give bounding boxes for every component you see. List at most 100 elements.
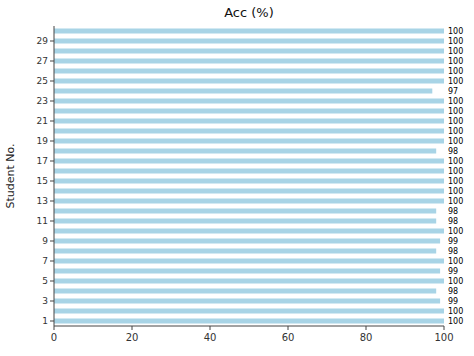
y-tick-label: 11: [37, 216, 48, 226]
y-tick-label: 17: [37, 156, 48, 166]
x-tick-label: 60: [282, 332, 295, 343]
bar: [54, 139, 444, 144]
y-tick-label: 7: [42, 256, 48, 266]
x-tick: [288, 326, 289, 330]
y-tick-label: 1: [42, 316, 48, 326]
y-tick: [50, 121, 54, 122]
data-label: 100: [448, 77, 463, 86]
bar: [54, 79, 444, 84]
data-label: 99: [448, 237, 458, 246]
data-label: 100: [448, 47, 463, 56]
y-axis-label: Student No.: [4, 143, 17, 208]
bar: [54, 319, 444, 324]
y-tick: [50, 301, 54, 302]
y-tick-label: 15: [37, 176, 48, 186]
data-label: 100: [448, 167, 463, 176]
y-tick: [50, 81, 54, 82]
chart-container: 0204060801001357911131517192123252729100…: [0, 0, 474, 356]
bar: [54, 59, 444, 64]
data-label: 100: [448, 117, 463, 126]
y-tick: [50, 181, 54, 182]
data-label: 98: [448, 147, 458, 156]
bar: [54, 189, 444, 194]
data-label: 99: [448, 267, 458, 276]
bar: [54, 199, 444, 204]
data-label: 100: [448, 187, 463, 196]
y-tick: [50, 61, 54, 62]
data-label: 100: [448, 137, 463, 146]
y-tick-label: 21: [37, 116, 48, 126]
y-tick: [50, 221, 54, 222]
y-tick-label: 13: [37, 196, 48, 206]
y-tick-label: 25: [37, 76, 48, 86]
x-tick: [132, 326, 133, 330]
bar: [54, 69, 444, 74]
bar: [54, 279, 444, 284]
bar: [54, 169, 444, 174]
y-tick: [50, 101, 54, 102]
x-axis-line: [54, 326, 444, 327]
bar: [54, 179, 444, 184]
y-tick-label: 9: [42, 236, 48, 246]
x-tick: [210, 326, 211, 330]
data-label: 98: [448, 247, 458, 256]
bar: [54, 149, 436, 154]
bar: [54, 49, 444, 54]
x-tick-label: 20: [126, 332, 139, 343]
data-label: 100: [448, 197, 463, 206]
x-tick: [54, 326, 55, 330]
bar: [54, 159, 444, 164]
bar: [54, 259, 444, 264]
data-label: 100: [448, 257, 463, 266]
data-label: 100: [448, 97, 463, 106]
bar: [54, 229, 444, 234]
bars: [54, 29, 444, 324]
y-tick-label: 5: [42, 276, 48, 286]
y-tick-label: 19: [37, 136, 49, 146]
title: Acc (%): [224, 5, 274, 20]
data-label: 100: [448, 277, 463, 286]
bar: [54, 269, 440, 274]
bar: [54, 219, 436, 224]
bar: [54, 29, 444, 34]
y-tick: [50, 281, 54, 282]
x-tick-label: 80: [360, 332, 373, 343]
bar: [54, 39, 444, 44]
y-tick-label: 29: [37, 36, 49, 46]
data-label: 100: [448, 67, 463, 76]
bar: [54, 99, 444, 104]
bar: [54, 239, 440, 244]
x-tick: [444, 326, 445, 330]
x-tick-label: 100: [434, 332, 453, 343]
bar: [54, 309, 444, 314]
bar: [54, 299, 440, 304]
x-tick: [366, 326, 367, 330]
bar: [54, 249, 436, 254]
data-label: 100: [448, 57, 463, 66]
data-label: 100: [448, 157, 463, 166]
bar: [54, 109, 444, 114]
bar: [54, 209, 436, 214]
data-label: 99: [448, 297, 458, 306]
data-label: 97: [448, 87, 458, 96]
data-label: 100: [448, 37, 463, 46]
bar: [54, 119, 444, 124]
y-tick: [50, 261, 54, 262]
y-tick: [50, 41, 54, 42]
bar: [54, 289, 436, 294]
y-tick: [50, 201, 54, 202]
data-label: 98: [448, 217, 458, 226]
x-tick-label: 40: [204, 332, 217, 343]
data-label: 100: [448, 27, 463, 36]
y-tick: [50, 161, 54, 162]
data-label: 100: [448, 107, 463, 116]
chart-svg: 0204060801001357911131517192123252729100…: [0, 0, 474, 356]
data-label: 98: [448, 207, 458, 216]
y-tick: [50, 141, 54, 142]
x-tick-label: 0: [51, 332, 57, 343]
data-label: 100: [448, 317, 463, 326]
data-label: 98: [448, 287, 458, 296]
data-label: 100: [448, 227, 463, 236]
y-tick: [50, 241, 54, 242]
y-tick-label: 3: [42, 296, 48, 306]
